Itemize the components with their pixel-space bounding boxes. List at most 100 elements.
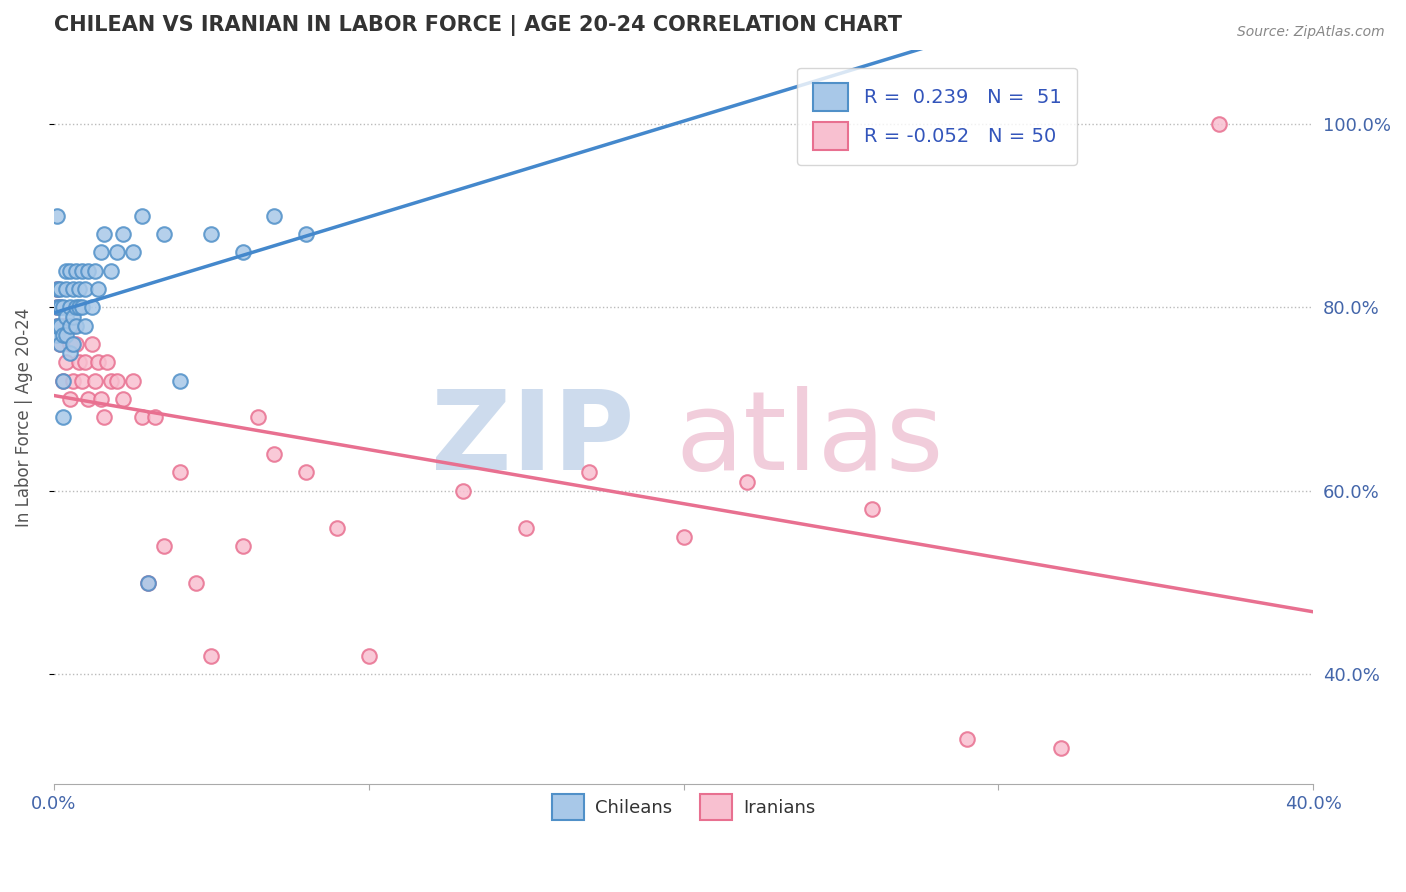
Point: [55, 263, 77, 277]
Point: [100, 374, 122, 388]
Text: Source: ZipAtlas.com: Source: ZipAtlas.com: [1237, 25, 1385, 39]
Point: [58, 392, 80, 406]
Point: [55, 282, 77, 296]
Point: [357, 648, 380, 663]
Point: [263, 209, 285, 223]
Point: [1208, 117, 1230, 131]
Point: [62, 282, 84, 296]
Point: [49, 301, 72, 315]
Point: [232, 539, 254, 553]
Point: [62, 374, 84, 388]
Point: [80, 337, 103, 351]
Point: [451, 483, 474, 498]
Point: [578, 466, 600, 480]
Point: [70, 374, 93, 388]
Point: [67, 282, 90, 296]
Point: [143, 410, 166, 425]
Point: [46, 301, 69, 315]
Point: [105, 374, 128, 388]
Point: [46, 282, 69, 296]
Point: [52, 327, 75, 342]
Point: [77, 263, 100, 277]
Point: [65, 337, 87, 351]
Point: [862, 502, 884, 516]
Point: [55, 318, 77, 333]
Point: [80, 301, 103, 315]
Point: [87, 282, 110, 296]
Point: [46, 318, 69, 333]
Point: [247, 410, 270, 425]
Point: [62, 318, 84, 333]
Point: [46, 209, 69, 223]
Point: [112, 227, 135, 241]
Text: ZIP: ZIP: [430, 386, 634, 493]
Point: [515, 520, 537, 534]
Point: [153, 539, 176, 553]
Point: [46, 282, 69, 296]
Point: [75, 355, 97, 369]
Point: [1050, 740, 1073, 755]
Point: [49, 301, 72, 315]
Point: [105, 245, 128, 260]
Point: [83, 263, 105, 277]
Point: [672, 530, 695, 544]
Point: [735, 475, 758, 489]
Point: [46, 301, 69, 315]
Legend: Chileans, Iranians: Chileans, Iranians: [544, 787, 823, 827]
Point: [326, 520, 349, 534]
Point: [121, 374, 143, 388]
Point: [263, 447, 285, 461]
Point: [46, 318, 69, 333]
Point: [55, 310, 77, 324]
Text: atlas: atlas: [675, 386, 943, 493]
Point: [52, 374, 75, 388]
Point: [52, 301, 75, 315]
Point: [96, 355, 118, 369]
Point: [169, 466, 191, 480]
Point: [67, 355, 90, 369]
Point: [294, 227, 316, 241]
Point: [52, 410, 75, 425]
Point: [200, 227, 222, 241]
Point: [956, 731, 979, 746]
Point: [136, 575, 159, 590]
Point: [131, 209, 153, 223]
Point: [46, 327, 69, 342]
Point: [70, 301, 93, 315]
Point: [77, 392, 100, 406]
Point: [65, 318, 87, 333]
Point: [52, 318, 75, 333]
Point: [90, 392, 112, 406]
Point: [65, 301, 87, 315]
Point: [136, 575, 159, 590]
Point: [55, 355, 77, 369]
Point: [90, 245, 112, 260]
Text: CHILEAN VS IRANIAN IN LABOR FORCE | AGE 20-24 CORRELATION CHART: CHILEAN VS IRANIAN IN LABOR FORCE | AGE …: [53, 15, 901, 36]
Point: [100, 263, 122, 277]
Point: [87, 355, 110, 369]
Point: [70, 263, 93, 277]
Point: [75, 282, 97, 296]
Point: [184, 575, 207, 590]
Point: [65, 263, 87, 277]
Point: [200, 648, 222, 663]
Point: [131, 410, 153, 425]
Point: [121, 245, 143, 260]
Point: [58, 337, 80, 351]
Y-axis label: In Labor Force | Age 20-24: In Labor Force | Age 20-24: [15, 308, 32, 527]
Point: [58, 346, 80, 360]
Point: [58, 301, 80, 315]
Point: [93, 410, 115, 425]
Point: [55, 327, 77, 342]
Point: [294, 466, 316, 480]
Point: [49, 337, 72, 351]
Point: [49, 282, 72, 296]
Point: [67, 301, 90, 315]
Point: [49, 318, 72, 333]
Point: [153, 227, 176, 241]
Point: [93, 227, 115, 241]
Point: [112, 392, 135, 406]
Point: [49, 337, 72, 351]
Point: [58, 318, 80, 333]
Point: [62, 337, 84, 351]
